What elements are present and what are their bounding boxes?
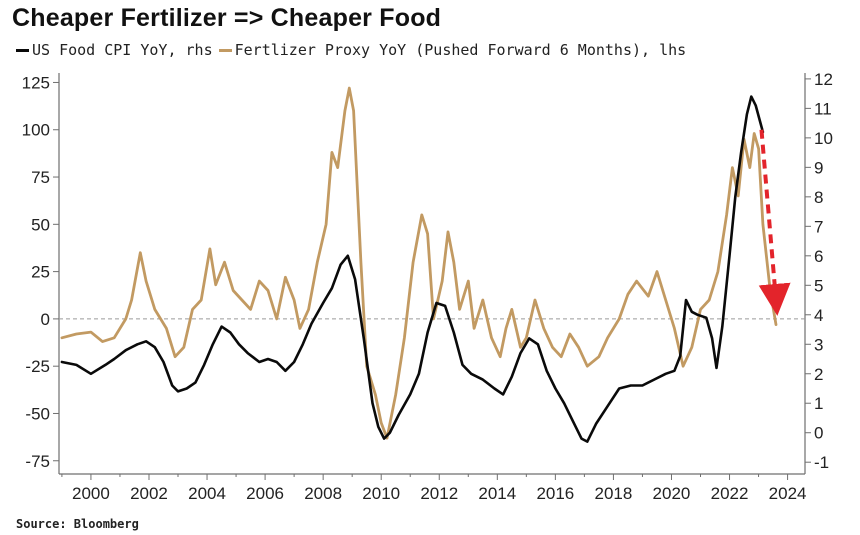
left-tick-label: 25: [31, 263, 50, 282]
legend-swatch-fertilizer: [218, 48, 232, 52]
x-tick-label: 2020: [653, 484, 691, 503]
right-tick-label: 12: [814, 70, 833, 89]
left-tick-label: 75: [31, 168, 50, 187]
left-tick-label: -25: [25, 357, 50, 376]
right-tick-label: 0: [814, 424, 823, 443]
right-tick-label: -1: [814, 453, 829, 472]
series-line-food-cpi: [60, 95, 765, 443]
legend-item-fertilizer: Fertlizer Proxy YoY (Pushed Forward 6 Mo…: [218, 41, 687, 59]
series-line-fertilizer-proxy: [60, 86, 778, 440]
legend-label-cpi: US Food CPI YoY, rhs: [32, 41, 213, 59]
left-tick-label: 125: [22, 73, 50, 92]
chart-title: Cheaper Fertilizer => Cheaper Food: [12, 4, 442, 32]
right-tick-label: 11: [814, 99, 832, 118]
x-tick-label: 2002: [130, 484, 168, 503]
right-tick-label: 3: [814, 335, 823, 354]
x-tick-label: 2018: [595, 484, 633, 503]
left-tick-label: 50: [31, 215, 50, 234]
right-tick-label: 8: [814, 188, 823, 207]
legend: US Food CPI YoY, rhs Fertlizer Proxy YoY…: [16, 41, 686, 59]
source-note: Source: Bloomberg: [16, 517, 139, 531]
left-tick-label: -50: [25, 404, 50, 423]
legend-label-fertilizer: Fertlizer Proxy YoY (Pushed Forward 6 Mo…: [234, 41, 687, 59]
x-tick-label: 2024: [769, 484, 807, 503]
x-tick-label: 2014: [478, 484, 516, 503]
right-tick-label: 4: [814, 306, 823, 325]
right-tick-label: 9: [814, 158, 823, 177]
x-tick-label: 2006: [246, 484, 284, 503]
right-tick-label: 7: [814, 217, 823, 236]
legend-item-cpi: US Food CPI YoY, rhs: [16, 41, 213, 59]
x-tick-label: 2000: [72, 484, 110, 503]
right-tick-label: 6: [814, 247, 823, 266]
legend-swatch-cpi: [16, 48, 29, 52]
x-tick-label: 2016: [536, 484, 574, 503]
downward-arrow-annotation: [758, 129, 791, 316]
right-tick-label: 2: [814, 365, 823, 384]
x-tick-label: 2022: [711, 484, 749, 503]
left-tick-label: 100: [22, 121, 50, 140]
x-tick-label: 2010: [362, 484, 400, 503]
right-tick-label: 5: [814, 276, 823, 295]
x-tick-label: 2012: [420, 484, 458, 503]
x-tick-label: 2004: [188, 484, 226, 503]
left-tick-label: -75: [25, 452, 50, 471]
right-tick-label: 1: [814, 394, 823, 413]
right-tick-label: 10: [814, 129, 833, 148]
left-tick-label: 0: [41, 310, 50, 329]
x-tick-label: 2008: [304, 484, 342, 503]
